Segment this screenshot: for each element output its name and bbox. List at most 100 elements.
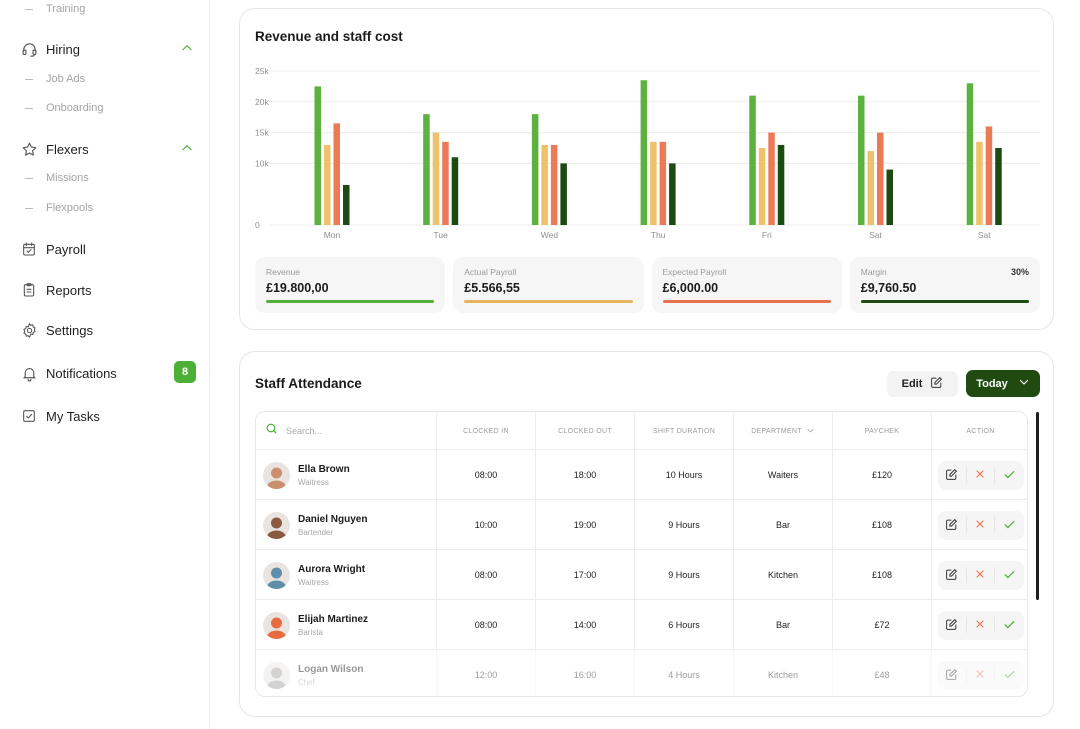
- bar-sat-series-4: [886, 169, 893, 225]
- reject-icon[interactable]: [974, 518, 986, 532]
- sidebar-item-settings[interactable]: Settings: [20, 319, 196, 341]
- stat-bar: [860, 300, 1029, 303]
- column-header-label: DEPARTMENT: [751, 427, 802, 435]
- bar-wed-series-3: [550, 144, 558, 225]
- action-group: [937, 560, 1024, 590]
- chevron-up-icon[interactable]: [180, 141, 194, 158]
- column-header-action: ACTION: [931, 412, 1027, 450]
- table-scrollbar[interactable]: [1036, 412, 1039, 600]
- column-header-clocked-in: CLOCKED IN: [436, 412, 535, 450]
- bar-wed-series-2: [541, 144, 548, 225]
- clocked-out-cell: 16:00: [535, 650, 634, 696]
- avatar: [263, 661, 290, 689]
- action-divider: [994, 567, 996, 583]
- sidebar-subitem-missions[interactable]: Missions: [25, 172, 89, 184]
- action-cell: [931, 650, 1027, 696]
- edit-icon[interactable]: [945, 468, 958, 483]
- star-icon: [20, 140, 38, 158]
- search-input[interactable]: [286, 426, 416, 436]
- sidebar-item-label: Settings: [46, 322, 93, 338]
- staff-info: Daniel Nguyen Bartender: [298, 514, 367, 537]
- dash-marker: [25, 207, 33, 209]
- x-tick-label: Fri: [762, 230, 772, 240]
- staff-member[interactable]: Daniel Nguyen Bartender: [256, 500, 436, 550]
- edit-icon[interactable]: [945, 518, 958, 533]
- chevron-down-icon: [1018, 376, 1030, 391]
- bar-sat-series-3: [877, 132, 884, 225]
- bar-sat-series-4: [995, 148, 1002, 225]
- reject-icon[interactable]: [974, 568, 986, 582]
- action-cell: [931, 500, 1027, 550]
- stat-label: Revenue: [266, 267, 301, 277]
- clocked-out-cell: 17:00: [535, 550, 634, 600]
- search-icon: [265, 422, 278, 440]
- stat-bar: [266, 300, 435, 303]
- stat-value: £6,000.00: [662, 281, 719, 295]
- stat-actual-payroll: Actual Payroll £5.566,55: [453, 257, 644, 313]
- approve-icon[interactable]: [1003, 568, 1016, 583]
- x-tick-label: Thu: [651, 230, 666, 240]
- action-group: [937, 610, 1024, 640]
- staff-member[interactable]: Aurora Wright Waitress: [256, 550, 436, 600]
- action-group: [937, 460, 1024, 490]
- bar-chart: 25k 20k 15k 10k 0 Mon Tue Wed Thu Fri Sat Sat: [255, 66, 1040, 240]
- staff-member[interactable]: Logan Wilson Chef: [256, 650, 436, 696]
- sidebar-item-flexers[interactable]: Flexers: [20, 138, 196, 160]
- stat-value: £19.800,00: [266, 281, 329, 295]
- edit-icon[interactable]: [945, 568, 958, 583]
- edit-button-label: Edit: [901, 378, 923, 390]
- reject-icon[interactable]: [974, 668, 986, 682]
- sidebar-subitem-job-ads[interactable]: Job Ads: [25, 73, 85, 85]
- dash-marker: [25, 8, 33, 10]
- department-cell: Waiters: [733, 450, 832, 500]
- staff-name: Elijah Martinez: [298, 613, 369, 625]
- edit-icon[interactable]: [945, 668, 958, 683]
- sidebar-item-label: Notifications: [46, 365, 117, 381]
- stat-label: Actual Payroll: [464, 267, 517, 277]
- y-tick-label: 25k: [255, 66, 269, 76]
- action-divider: [965, 517, 967, 533]
- action-divider: [965, 667, 967, 683]
- edit-button[interactable]: Edit: [887, 371, 958, 397]
- sidebar-subitem-onboarding[interactable]: Onboarding: [25, 102, 104, 114]
- bar-fri-series-3: [768, 132, 775, 225]
- today-dropdown[interactable]: Today: [966, 370, 1040, 397]
- table-row: Logan Wilson Chef 12:00 16:00 4 Hours Ki…: [256, 650, 1027, 696]
- attendance-title: Staff Attendance: [255, 376, 362, 391]
- reject-icon[interactable]: [974, 618, 986, 632]
- bar-wed-series-1: [531, 114, 539, 225]
- stat-percent: 30%: [1010, 267, 1029, 277]
- stats-row: Revenue £19.800,00 Actual Payroll £5.566…: [255, 257, 1040, 313]
- paychek-cell: £72: [832, 600, 931, 650]
- sidebar-subitem-label: Job Ads: [46, 73, 86, 85]
- chevron-up-icon[interactable]: [180, 41, 194, 58]
- sidebar-item-reports[interactable]: Reports: [20, 279, 196, 301]
- approve-icon[interactable]: [1003, 668, 1016, 683]
- approve-icon[interactable]: [1003, 618, 1016, 633]
- shift-duration-cell: 10 Hours: [634, 450, 733, 500]
- approve-icon[interactable]: [1003, 468, 1016, 483]
- sidebar-item-notifications[interactable]: Notifications 8: [20, 361, 196, 384]
- approve-icon[interactable]: [1003, 518, 1016, 533]
- action-divider: [965, 567, 967, 583]
- bar-mon-series-1: [314, 86, 321, 226]
- table-header: CLOCKED IN CLOCKED OUT SHIFT DURATION DE…: [256, 412, 1027, 450]
- clocked-out-cell: 19:00: [535, 500, 634, 550]
- sidebar-subitem-flexpools[interactable]: Flexpools: [25, 202, 93, 214]
- reject-icon[interactable]: [974, 468, 986, 482]
- bar-tue-series-2: [432, 132, 440, 225]
- sidebar-subitem-label: Flexpools: [46, 202, 94, 214]
- edit-icon[interactable]: [945, 618, 958, 633]
- column-header-department[interactable]: DEPARTMENT: [733, 412, 832, 450]
- staff-role: Barista: [298, 627, 323, 637]
- department-cell: Kitchen: [733, 550, 832, 600]
- stat-value: £9,760.50: [860, 281, 917, 295]
- sidebar-item-my-tasks[interactable]: My Tasks: [20, 405, 196, 427]
- staff-member[interactable]: Elijah Martinez Barista: [256, 600, 436, 650]
- sidebar-item-payroll[interactable]: Payroll: [20, 238, 196, 260]
- search-cell: [256, 412, 436, 450]
- staff-member[interactable]: Ella Brown Waitress: [256, 450, 436, 500]
- sidebar-subitem-training[interactable]: Training: [25, 3, 85, 15]
- sidebar-item-hiring[interactable]: Hiring: [20, 38, 196, 60]
- chevron-down-icon: [806, 426, 815, 437]
